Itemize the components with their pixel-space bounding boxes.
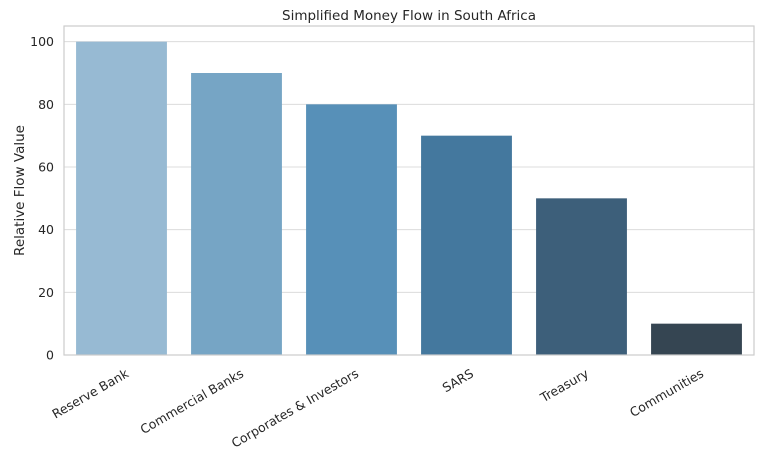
x-tick-label: Commercial Banks <box>137 366 246 437</box>
x-tick-label: Communities <box>627 366 706 420</box>
bar <box>536 198 627 355</box>
grid-lines <box>64 41 754 356</box>
bar <box>191 73 282 355</box>
plot-frame <box>63 25 755 356</box>
x-tick-label: SARS <box>440 366 476 396</box>
y-tick-label: 80 <box>38 97 54 112</box>
y-tick-label: 60 <box>38 160 54 175</box>
x-tick-label: Corporates & Investors <box>229 366 361 451</box>
x-tick-label: Treasury <box>537 365 592 405</box>
y-tick-label: 40 <box>38 222 54 237</box>
bar <box>76 41 167 356</box>
bar <box>651 323 742 355</box>
y-tick-label: 0 <box>46 348 54 363</box>
y-tick-label: 20 <box>38 285 54 300</box>
chart-title: Simplified Money Flow in South Africa <box>282 8 536 24</box>
bar <box>421 135 512 355</box>
bars <box>76 41 742 356</box>
y-axis-label: Relative Flow Value <box>12 125 28 256</box>
bar <box>306 104 397 355</box>
y-tick-label: 100 <box>30 34 54 49</box>
x-tick-label: Reserve Bank <box>49 365 131 421</box>
y-tick-labels: 0 20 40 60 80 100 <box>30 34 54 362</box>
